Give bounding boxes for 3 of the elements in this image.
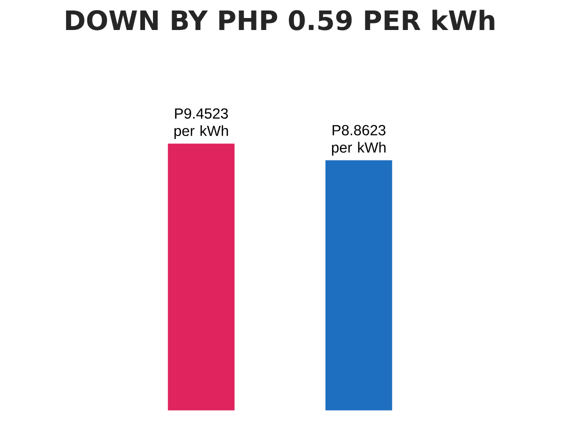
chart-title: DOWN BY PHP 0.59 PER kWh <box>66 10 494 30</box>
data-label: P9.4523 per kWh <box>174 108 228 139</box>
data-label: P8.8623 per kWh <box>332 124 386 156</box>
